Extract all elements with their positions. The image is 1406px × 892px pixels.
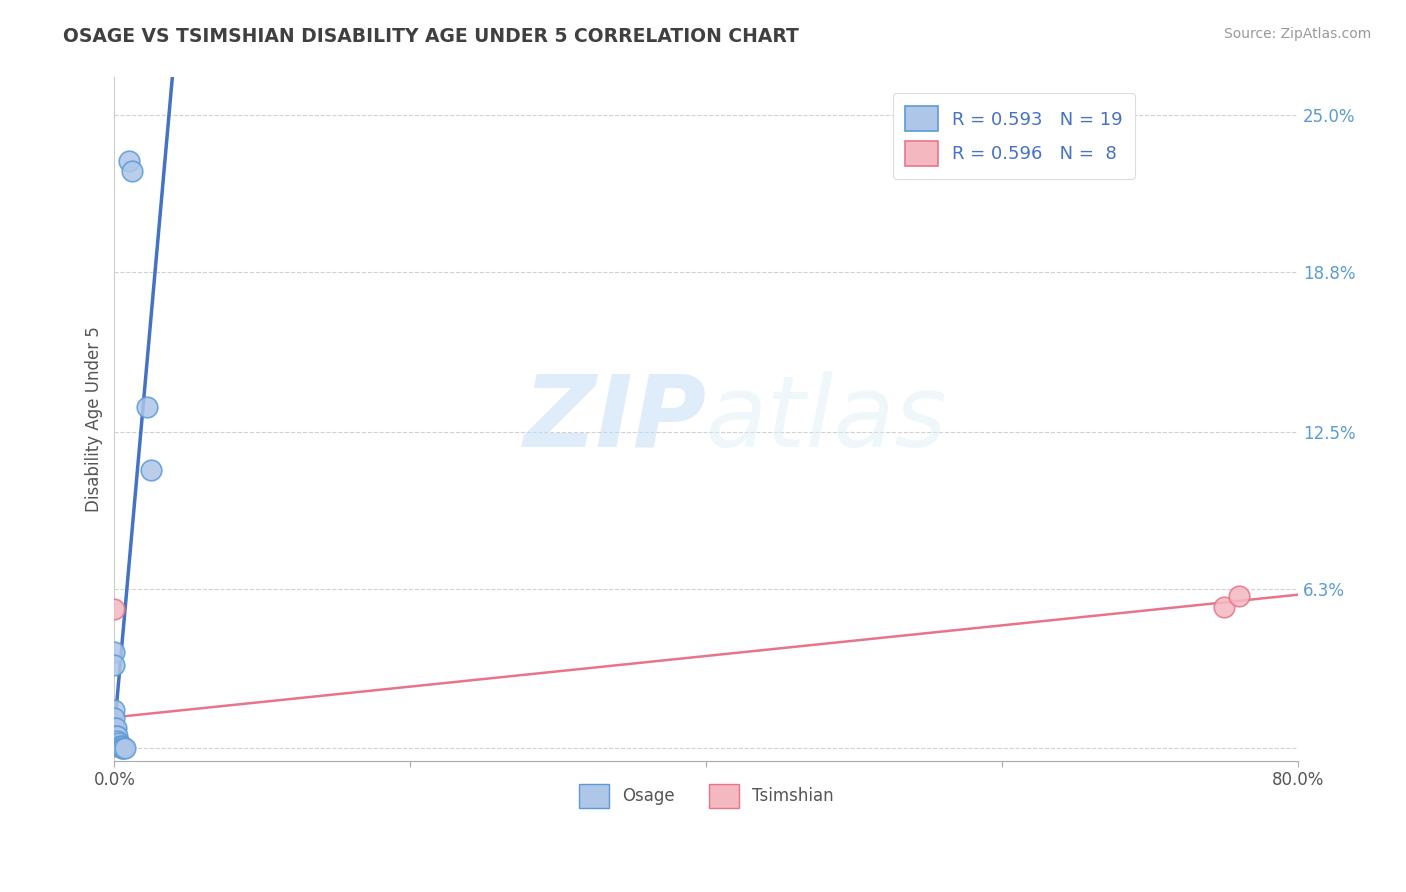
Point <box>114 741 136 756</box>
Point <box>141 463 163 477</box>
Point <box>1213 599 1236 614</box>
Point <box>108 736 131 750</box>
Point <box>103 734 125 748</box>
Point <box>103 602 125 616</box>
Point <box>103 703 125 717</box>
Text: ZIP: ZIP <box>523 371 706 467</box>
Point <box>118 153 141 168</box>
Point <box>111 739 134 753</box>
Point <box>136 400 159 414</box>
Text: Source: ZipAtlas.com: Source: ZipAtlas.com <box>1223 27 1371 41</box>
Point <box>103 721 125 735</box>
Point <box>103 657 125 672</box>
Point <box>121 164 143 178</box>
Point <box>105 729 128 743</box>
Point <box>104 739 127 753</box>
Point <box>104 729 127 743</box>
Point <box>112 741 135 756</box>
Point <box>104 736 127 750</box>
Y-axis label: Disability Age Under 5: Disability Age Under 5 <box>86 326 103 512</box>
Point <box>110 739 132 753</box>
Point <box>103 729 125 743</box>
Text: OSAGE VS TSIMSHIAN DISABILITY AGE UNDER 5 CORRELATION CHART: OSAGE VS TSIMSHIAN DISABILITY AGE UNDER … <box>63 27 799 45</box>
Point <box>104 721 127 735</box>
Point <box>103 721 125 735</box>
Point <box>103 711 125 725</box>
Point <box>103 645 125 659</box>
Point <box>105 734 128 748</box>
Point <box>1227 590 1250 604</box>
Legend: Osage, Tsimshian: Osage, Tsimshian <box>572 777 841 814</box>
Point <box>111 741 134 756</box>
Text: atlas: atlas <box>706 371 948 467</box>
